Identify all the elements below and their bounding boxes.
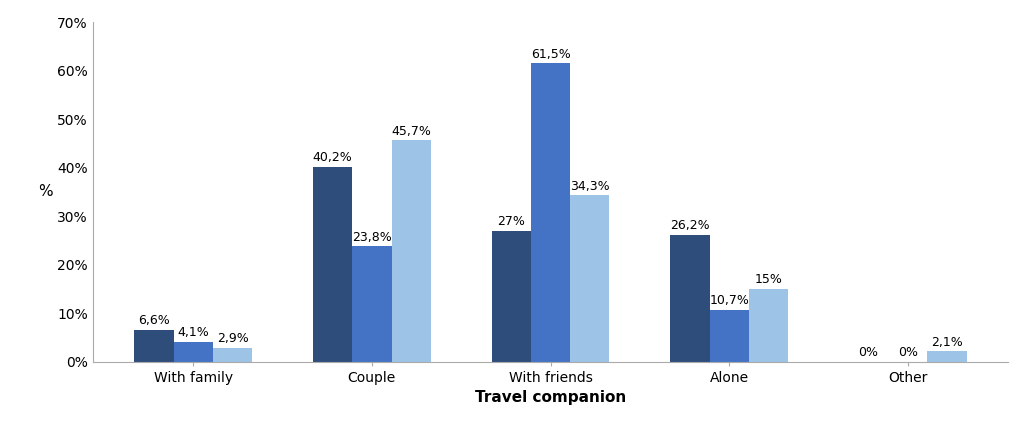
Bar — [313, 167, 352, 362]
Bar — [492, 231, 531, 362]
Bar — [391, 140, 431, 362]
Bar — [710, 310, 749, 362]
Text: 34,3%: 34,3% — [570, 180, 609, 193]
Text: 10,7%: 10,7% — [709, 294, 749, 307]
Bar — [134, 329, 174, 362]
Text: 2,1%: 2,1% — [931, 336, 963, 349]
Text: 45,7%: 45,7% — [391, 124, 431, 138]
Bar — [352, 246, 391, 362]
Text: 4,1%: 4,1% — [177, 326, 209, 339]
Text: 15%: 15% — [754, 273, 782, 287]
Bar — [213, 348, 252, 362]
Bar — [749, 289, 788, 362]
Text: 0%: 0% — [898, 346, 918, 359]
Bar — [927, 351, 967, 362]
Text: 2,9%: 2,9% — [217, 332, 248, 345]
Bar — [531, 63, 570, 362]
Text: 61,5%: 61,5% — [531, 48, 570, 61]
Text: 23,8%: 23,8% — [352, 231, 392, 244]
Text: 26,2%: 26,2% — [670, 219, 710, 232]
Text: 27%: 27% — [497, 215, 525, 228]
Y-axis label: %: % — [38, 184, 54, 199]
Bar — [670, 235, 710, 362]
Bar — [570, 195, 609, 362]
Text: 6,6%: 6,6% — [138, 314, 170, 327]
Bar — [174, 342, 213, 362]
Text: 40,2%: 40,2% — [313, 151, 352, 164]
Text: 0%: 0% — [858, 346, 879, 359]
X-axis label: Travel companion: Travel companion — [475, 390, 626, 405]
